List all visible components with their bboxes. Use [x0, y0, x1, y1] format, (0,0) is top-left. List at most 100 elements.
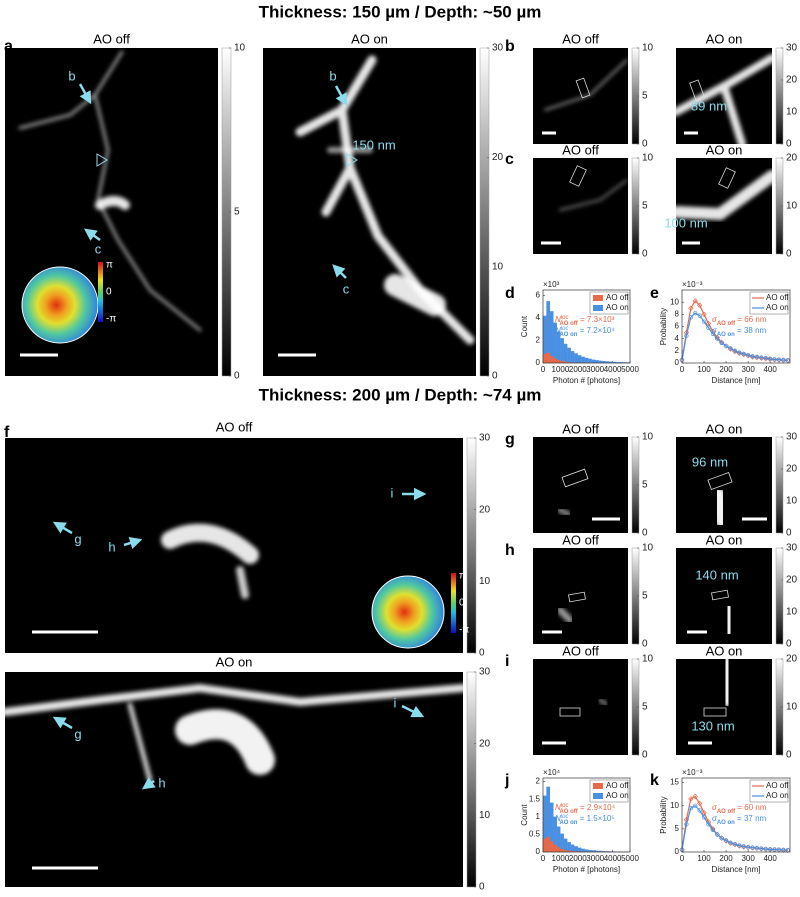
y-tick-label: 2	[675, 346, 680, 355]
roi-box	[718, 167, 736, 189]
colorbar-label: 0	[234, 371, 240, 382]
legend-entry: AO on	[606, 303, 629, 312]
y-tick-label: 0	[675, 358, 680, 367]
colorbar-label: 30	[479, 667, 491, 678]
histogram-bar	[560, 338, 564, 364]
neuron	[127, 702, 153, 783]
colorbar-label: 10	[786, 201, 798, 212]
colorbar-label: 30	[492, 43, 504, 54]
stat-value: = 7.2×10⁴	[577, 326, 615, 335]
y-tick-label: 1.5	[529, 794, 541, 803]
neuron	[556, 606, 574, 624]
triangle-marker	[96, 153, 108, 167]
roi-box	[703, 707, 727, 717]
histogram-bar	[574, 353, 578, 364]
histogram-bar	[588, 358, 592, 364]
marker	[701, 815, 707, 820]
marker	[684, 822, 689, 827]
x-tick-label: 200	[719, 365, 733, 374]
annotation: c	[343, 281, 350, 296]
stat-annotation: Nloc AO off = 2.9×10⁴	[555, 803, 616, 815]
legend-swatch	[593, 305, 603, 311]
colorbar-label: 0	[642, 139, 648, 150]
neuron	[161, 523, 259, 564]
x-tick-label: 1000	[552, 854, 570, 863]
annotation: b	[329, 68, 336, 83]
section-title: Thickness: 200 µm / Depth: ~74 µm	[259, 385, 542, 404]
colorbar-label: 20	[786, 575, 798, 586]
histogram-bar	[556, 847, 561, 853]
colorbar-label: 5	[642, 480, 648, 491]
annotation: h	[108, 539, 115, 554]
marker	[732, 841, 738, 847]
stat-value: = 1.5×10⁵	[577, 814, 614, 823]
colorbar	[466, 437, 477, 654]
marker	[768, 847, 773, 852]
annotation: 89 nm	[691, 98, 727, 113]
y-axis-label: Probability	[659, 308, 668, 345]
wavefront	[371, 575, 445, 649]
plot-frame	[542, 777, 631, 853]
x-tick-label: 4000	[604, 854, 622, 863]
x-tick-label: 0	[680, 854, 685, 863]
image-title: AO off	[562, 532, 599, 547]
symbol: σ	[712, 803, 718, 812]
phase-label: 0	[459, 598, 465, 609]
structure	[559, 179, 628, 211]
stat-value: = 66 nm	[735, 315, 767, 324]
histogram-bar	[563, 838, 568, 853]
arrow	[123, 537, 143, 549]
marker	[701, 311, 707, 318]
marker	[701, 809, 707, 816]
colorbar-label: 5	[642, 702, 648, 713]
legend-swatch	[593, 783, 603, 789]
histogram-bar	[577, 355, 582, 364]
marker	[693, 310, 698, 316]
symbol: N	[555, 315, 561, 324]
arrow	[52, 521, 73, 535]
annotation: 96 nm	[692, 454, 728, 469]
image-title: AO on	[706, 421, 743, 436]
marker	[754, 845, 760, 851]
neuron	[557, 507, 571, 517]
colorbar-label: 20	[786, 75, 798, 86]
neuron	[384, 274, 446, 316]
histogram-bar	[574, 846, 578, 853]
y-tick-label: 10	[670, 297, 679, 306]
panel-letter: i	[505, 653, 509, 670]
colorbar-label: 0	[492, 371, 498, 382]
x-tick-label: 400	[763, 854, 777, 863]
micrograph	[533, 48, 628, 144]
histogram-bar	[546, 837, 551, 853]
colorbar-label: 10	[786, 607, 798, 618]
colorbar-label: 10	[479, 810, 491, 821]
roi-box	[569, 165, 587, 187]
histogram-bar	[563, 343, 568, 364]
panel-letter: d	[505, 285, 515, 302]
neuron	[175, 709, 275, 775]
stat-annotation: σAO on = 38 nm	[712, 326, 767, 337]
histogram-bar	[581, 848, 585, 853]
colorbar-label: 20	[492, 152, 504, 163]
series-line	[681, 312, 788, 361]
phase-label: π	[106, 260, 113, 271]
colorbar-label: 5	[642, 201, 648, 212]
marker	[745, 844, 751, 850]
histogram-bar	[570, 351, 575, 364]
arrow	[78, 83, 92, 105]
arrow	[141, 777, 156, 790]
annotation: 130 nm	[691, 718, 734, 733]
colorbar-label: 10	[786, 702, 798, 713]
y-tick-label: 1	[536, 812, 541, 821]
annotation: g	[74, 726, 81, 741]
x-tick-label: 300	[741, 854, 755, 863]
x-tick-label: 0	[541, 854, 546, 863]
marker	[715, 336, 720, 341]
marker	[785, 358, 790, 363]
legend-entry: AO off	[606, 293, 629, 302]
marker	[741, 351, 746, 357]
marker	[723, 343, 729, 349]
annotation: i	[391, 485, 394, 500]
y-axis-label: Probability	[659, 796, 668, 833]
x-tick-label: 0	[541, 365, 546, 374]
